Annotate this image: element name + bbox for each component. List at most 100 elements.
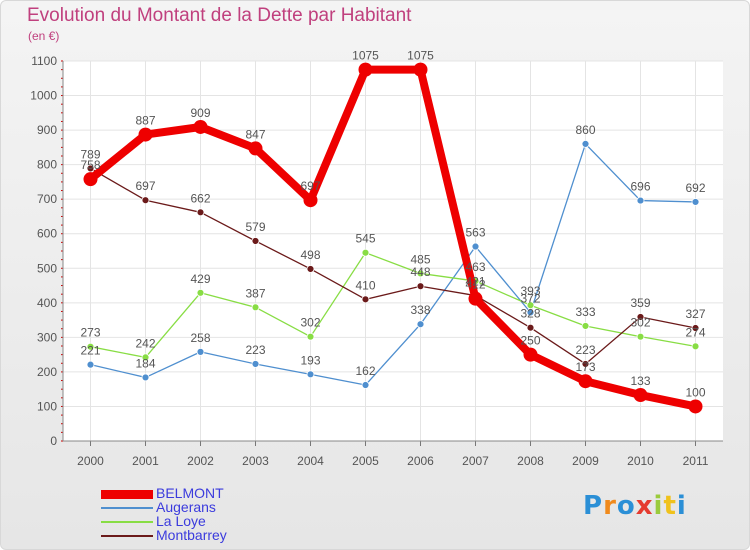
data-label: 223 — [575, 343, 595, 357]
data-label: 847 — [245, 127, 265, 141]
data-label: 887 — [135, 114, 155, 128]
data-label: 133 — [630, 374, 650, 388]
data-label: 173 — [575, 360, 595, 374]
y-tick-label: 900 — [37, 123, 57, 137]
data-label: 328 — [520, 307, 540, 321]
data-label: 258 — [190, 331, 210, 345]
y-tick-label: 600 — [37, 227, 57, 241]
y-tick-label: 200 — [37, 365, 57, 379]
y-tick-label: 1000 — [30, 89, 57, 103]
legend-label: La Loye — [156, 513, 206, 529]
data-label: 250 — [520, 334, 540, 348]
line-chart: 0 100 200 300 400 500 600 700 800 900 1000 1100 2000… — [30, 49, 723, 468]
data-point — [413, 62, 428, 77]
x-tick-label: 2011 — [683, 454, 709, 468]
data-point — [416, 282, 425, 291]
data-point — [303, 193, 318, 208]
plot-area — [63, 61, 723, 441]
data-point — [248, 141, 263, 156]
data-label: 410 — [355, 278, 375, 292]
data-point — [86, 342, 95, 351]
data-point — [141, 373, 150, 382]
x-tick-label: 2001 — [132, 454, 159, 468]
data-point — [361, 248, 370, 257]
x-tick-label: 2006 — [407, 454, 434, 468]
data-point — [416, 269, 425, 278]
data-point — [141, 196, 150, 205]
logo-letter: i — [653, 491, 664, 521]
y-tick-label: 800 — [37, 158, 57, 172]
x-tick-label: 2004 — [297, 454, 324, 468]
data-label: 789 — [80, 147, 100, 161]
proxiti-logo: Proxiti — [583, 491, 687, 521]
data-label: 302 — [630, 316, 650, 330]
data-point — [196, 288, 205, 297]
data-point — [688, 399, 703, 414]
data-label: 193 — [300, 353, 320, 367]
data-label: 412 — [465, 278, 485, 292]
data-point — [306, 265, 315, 273]
data-label: 696 — [630, 180, 650, 194]
data-label: 274 — [685, 325, 705, 339]
data-point — [141, 353, 150, 362]
data-point — [633, 388, 648, 403]
data-point — [251, 237, 260, 245]
x-tick-label: 2010 — [627, 454, 654, 468]
data-point — [526, 323, 535, 332]
data-label: 463 — [465, 260, 485, 274]
data-label: 327 — [685, 307, 705, 321]
y-tick-label: 100 — [37, 399, 57, 413]
x-tick-label: 2007 — [462, 454, 489, 468]
y-tick-label: 300 — [37, 330, 57, 344]
data-point — [361, 381, 370, 389]
data-label: 223 — [245, 343, 265, 357]
data-label: 184 — [135, 356, 155, 370]
data-point — [581, 322, 590, 330]
y-tick-label: 1100 — [31, 54, 57, 68]
data-label: 162 — [355, 364, 375, 378]
data-label: 302 — [300, 316, 320, 330]
data-point — [196, 347, 205, 356]
data-label: 359 — [630, 296, 650, 310]
legend-swatch — [101, 507, 153, 509]
data-point — [581, 140, 590, 148]
data-point — [193, 119, 208, 134]
data-label: 333 — [575, 305, 595, 319]
data-point — [691, 198, 700, 206]
data-point — [361, 295, 370, 304]
data-point — [523, 347, 538, 362]
legend-swatch — [101, 489, 153, 499]
series-line-la-loye — [89, 252, 697, 359]
y-tick-label: 700 — [37, 192, 57, 206]
data-point — [196, 208, 205, 217]
logo-letter: x — [635, 491, 654, 521]
data-label: 448 — [410, 265, 430, 279]
data-label: 697 — [135, 179, 155, 193]
data-label: 697 — [300, 179, 320, 193]
x-tick-label: 2003 — [242, 454, 269, 468]
data-label: 758 — [80, 158, 100, 172]
data-label: 662 — [190, 191, 210, 205]
data-point — [581, 360, 590, 368]
data-point — [578, 374, 593, 389]
data-point — [468, 291, 483, 306]
data-point — [636, 332, 645, 341]
data-label: 393 — [520, 284, 540, 298]
data-label: 860 — [575, 123, 595, 137]
x-tick-label: 2009 — [572, 454, 599, 468]
series-line-montbarrey — [89, 167, 697, 365]
legend-swatch — [101, 535, 153, 537]
data-point — [251, 360, 260, 368]
y-tick-label: 400 — [37, 296, 57, 310]
data-point — [83, 172, 98, 187]
legend-label: Augerans — [156, 499, 216, 515]
data-point — [138, 127, 153, 142]
data-label: 372 — [520, 291, 540, 305]
data-label: 338 — [410, 303, 430, 317]
data-point — [86, 164, 95, 173]
data-label: 1075 — [407, 49, 434, 63]
logo-letter: t — [663, 491, 677, 521]
chart-title: Evolution du Montant de la Dette par Hab… — [27, 5, 412, 26]
data-point — [691, 324, 700, 332]
